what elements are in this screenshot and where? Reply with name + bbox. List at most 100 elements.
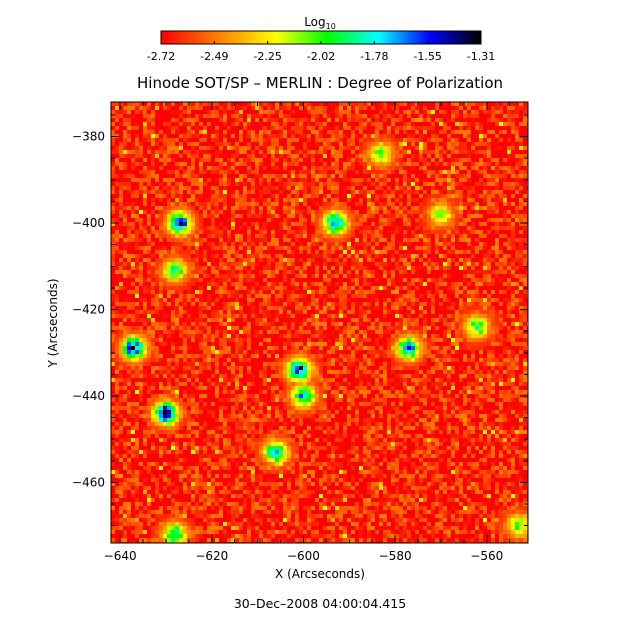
- heatmap-cell: [411, 126, 415, 130]
- heatmap-cell: [311, 242, 315, 246]
- heatmap-cell: [363, 158, 367, 162]
- heatmap-cell: [307, 278, 311, 282]
- heatmap-cell: [175, 114, 179, 118]
- heatmap-cell: [275, 134, 279, 138]
- heatmap-cell: [443, 270, 447, 274]
- heatmap-cell: [355, 202, 359, 206]
- heatmap-cell: [331, 246, 335, 250]
- heatmap-cell: [503, 146, 507, 150]
- heatmap-cell: [447, 242, 451, 246]
- heatmap-cell: [139, 258, 143, 262]
- heatmap-cell: [179, 154, 183, 158]
- heatmap-cell: [195, 162, 199, 166]
- heatmap-cell: [303, 238, 307, 242]
- heatmap-cell: [379, 246, 383, 250]
- heatmap-cell: [327, 210, 331, 214]
- heatmap-cell: [523, 246, 527, 250]
- heatmap-cell: [515, 154, 519, 158]
- heatmap-cell: [287, 106, 291, 110]
- heatmap-cell: [259, 190, 263, 194]
- heatmap-cell: [275, 146, 279, 150]
- heatmap-cell: [131, 286, 135, 290]
- heatmap-cell: [211, 286, 215, 290]
- heatmap-cell: [515, 134, 519, 138]
- heatmap-cell: [223, 162, 227, 166]
- heatmap-cell: [191, 290, 195, 294]
- heatmap-cell: [427, 242, 431, 246]
- heatmap-cell: [307, 134, 311, 138]
- heatmap-cell: [407, 226, 411, 230]
- heatmap-cell: [227, 238, 231, 242]
- heatmap-cell: [367, 110, 371, 114]
- heatmap-cell: [111, 114, 115, 118]
- heatmap-cell: [199, 238, 203, 242]
- heatmap-cell: [203, 250, 207, 254]
- heatmap-cell: [355, 174, 359, 178]
- heatmap-cell: [307, 238, 311, 242]
- heatmap-cell: [515, 274, 519, 278]
- heatmap-cell: [199, 286, 203, 290]
- heatmap-cell: [407, 250, 411, 254]
- heatmap-cell: [407, 102, 411, 106]
- heatmap-cell: [395, 198, 399, 202]
- heatmap-cell: [331, 210, 335, 214]
- heatmap-cell: [195, 286, 199, 290]
- heatmap-cell: [187, 290, 191, 294]
- heatmap-cell: [399, 210, 403, 214]
- heatmap-cell: [403, 230, 407, 234]
- heatmap-cell: [455, 158, 459, 162]
- heatmap-cell: [307, 226, 311, 230]
- heatmap-cell: [515, 234, 519, 238]
- heatmap-cell: [331, 186, 335, 190]
- heatmap-cell: [495, 278, 499, 282]
- heatmap-cell: [383, 218, 387, 222]
- heatmap-cell: [479, 182, 483, 186]
- heatmap-cell: [451, 230, 455, 234]
- heatmap-cell: [319, 234, 323, 238]
- heatmap-cell: [515, 170, 519, 174]
- heatmap-cell: [519, 270, 523, 274]
- heatmap-cell: [115, 186, 119, 190]
- heatmap-cell: [451, 162, 455, 166]
- heatmap-cell: [363, 198, 367, 202]
- heatmap-cell: [431, 210, 435, 214]
- heatmap-cell: [159, 114, 163, 118]
- heatmap-cell: [519, 158, 523, 162]
- heatmap-cell: [123, 194, 127, 198]
- heatmap-cell: [295, 122, 299, 126]
- heatmap-cell: [267, 210, 271, 214]
- heatmap-cell: [435, 270, 439, 274]
- heatmap-cell: [451, 190, 455, 194]
- heatmap-cell: [471, 262, 475, 266]
- heatmap-cell: [439, 194, 443, 198]
- heatmap-cell: [419, 238, 423, 242]
- heatmap-cell: [111, 122, 115, 126]
- heatmap-cell: [439, 270, 443, 274]
- heatmap-cell: [279, 270, 283, 274]
- heatmap-cell: [391, 194, 395, 198]
- heatmap-cell: [519, 210, 523, 214]
- heatmap-cell: [315, 190, 319, 194]
- heatmap-cell: [195, 118, 199, 122]
- heatmap-cell: [131, 162, 135, 166]
- heatmap-cell: [323, 198, 327, 202]
- heatmap-cell: [367, 282, 371, 286]
- heatmap-cell: [147, 262, 151, 266]
- heatmap-cell: [463, 190, 467, 194]
- heatmap-cell: [511, 282, 515, 286]
- heatmap-cell: [339, 262, 343, 266]
- heatmap-cell: [443, 210, 447, 214]
- heatmap-cell: [427, 194, 431, 198]
- heatmap-cell: [263, 274, 267, 278]
- heatmap-cell: [275, 174, 279, 178]
- heatmap-cell: [207, 254, 211, 258]
- heatmap-cell: [491, 138, 495, 142]
- heatmap-cell: [383, 138, 387, 142]
- heatmap-cell: [259, 102, 263, 106]
- heatmap-cell: [487, 282, 491, 286]
- heatmap-cell: [459, 266, 463, 270]
- heatmap-cell: [279, 170, 283, 174]
- heatmap-cell: [115, 138, 119, 142]
- heatmap-cell: [155, 278, 159, 282]
- heatmap-cell: [167, 202, 171, 206]
